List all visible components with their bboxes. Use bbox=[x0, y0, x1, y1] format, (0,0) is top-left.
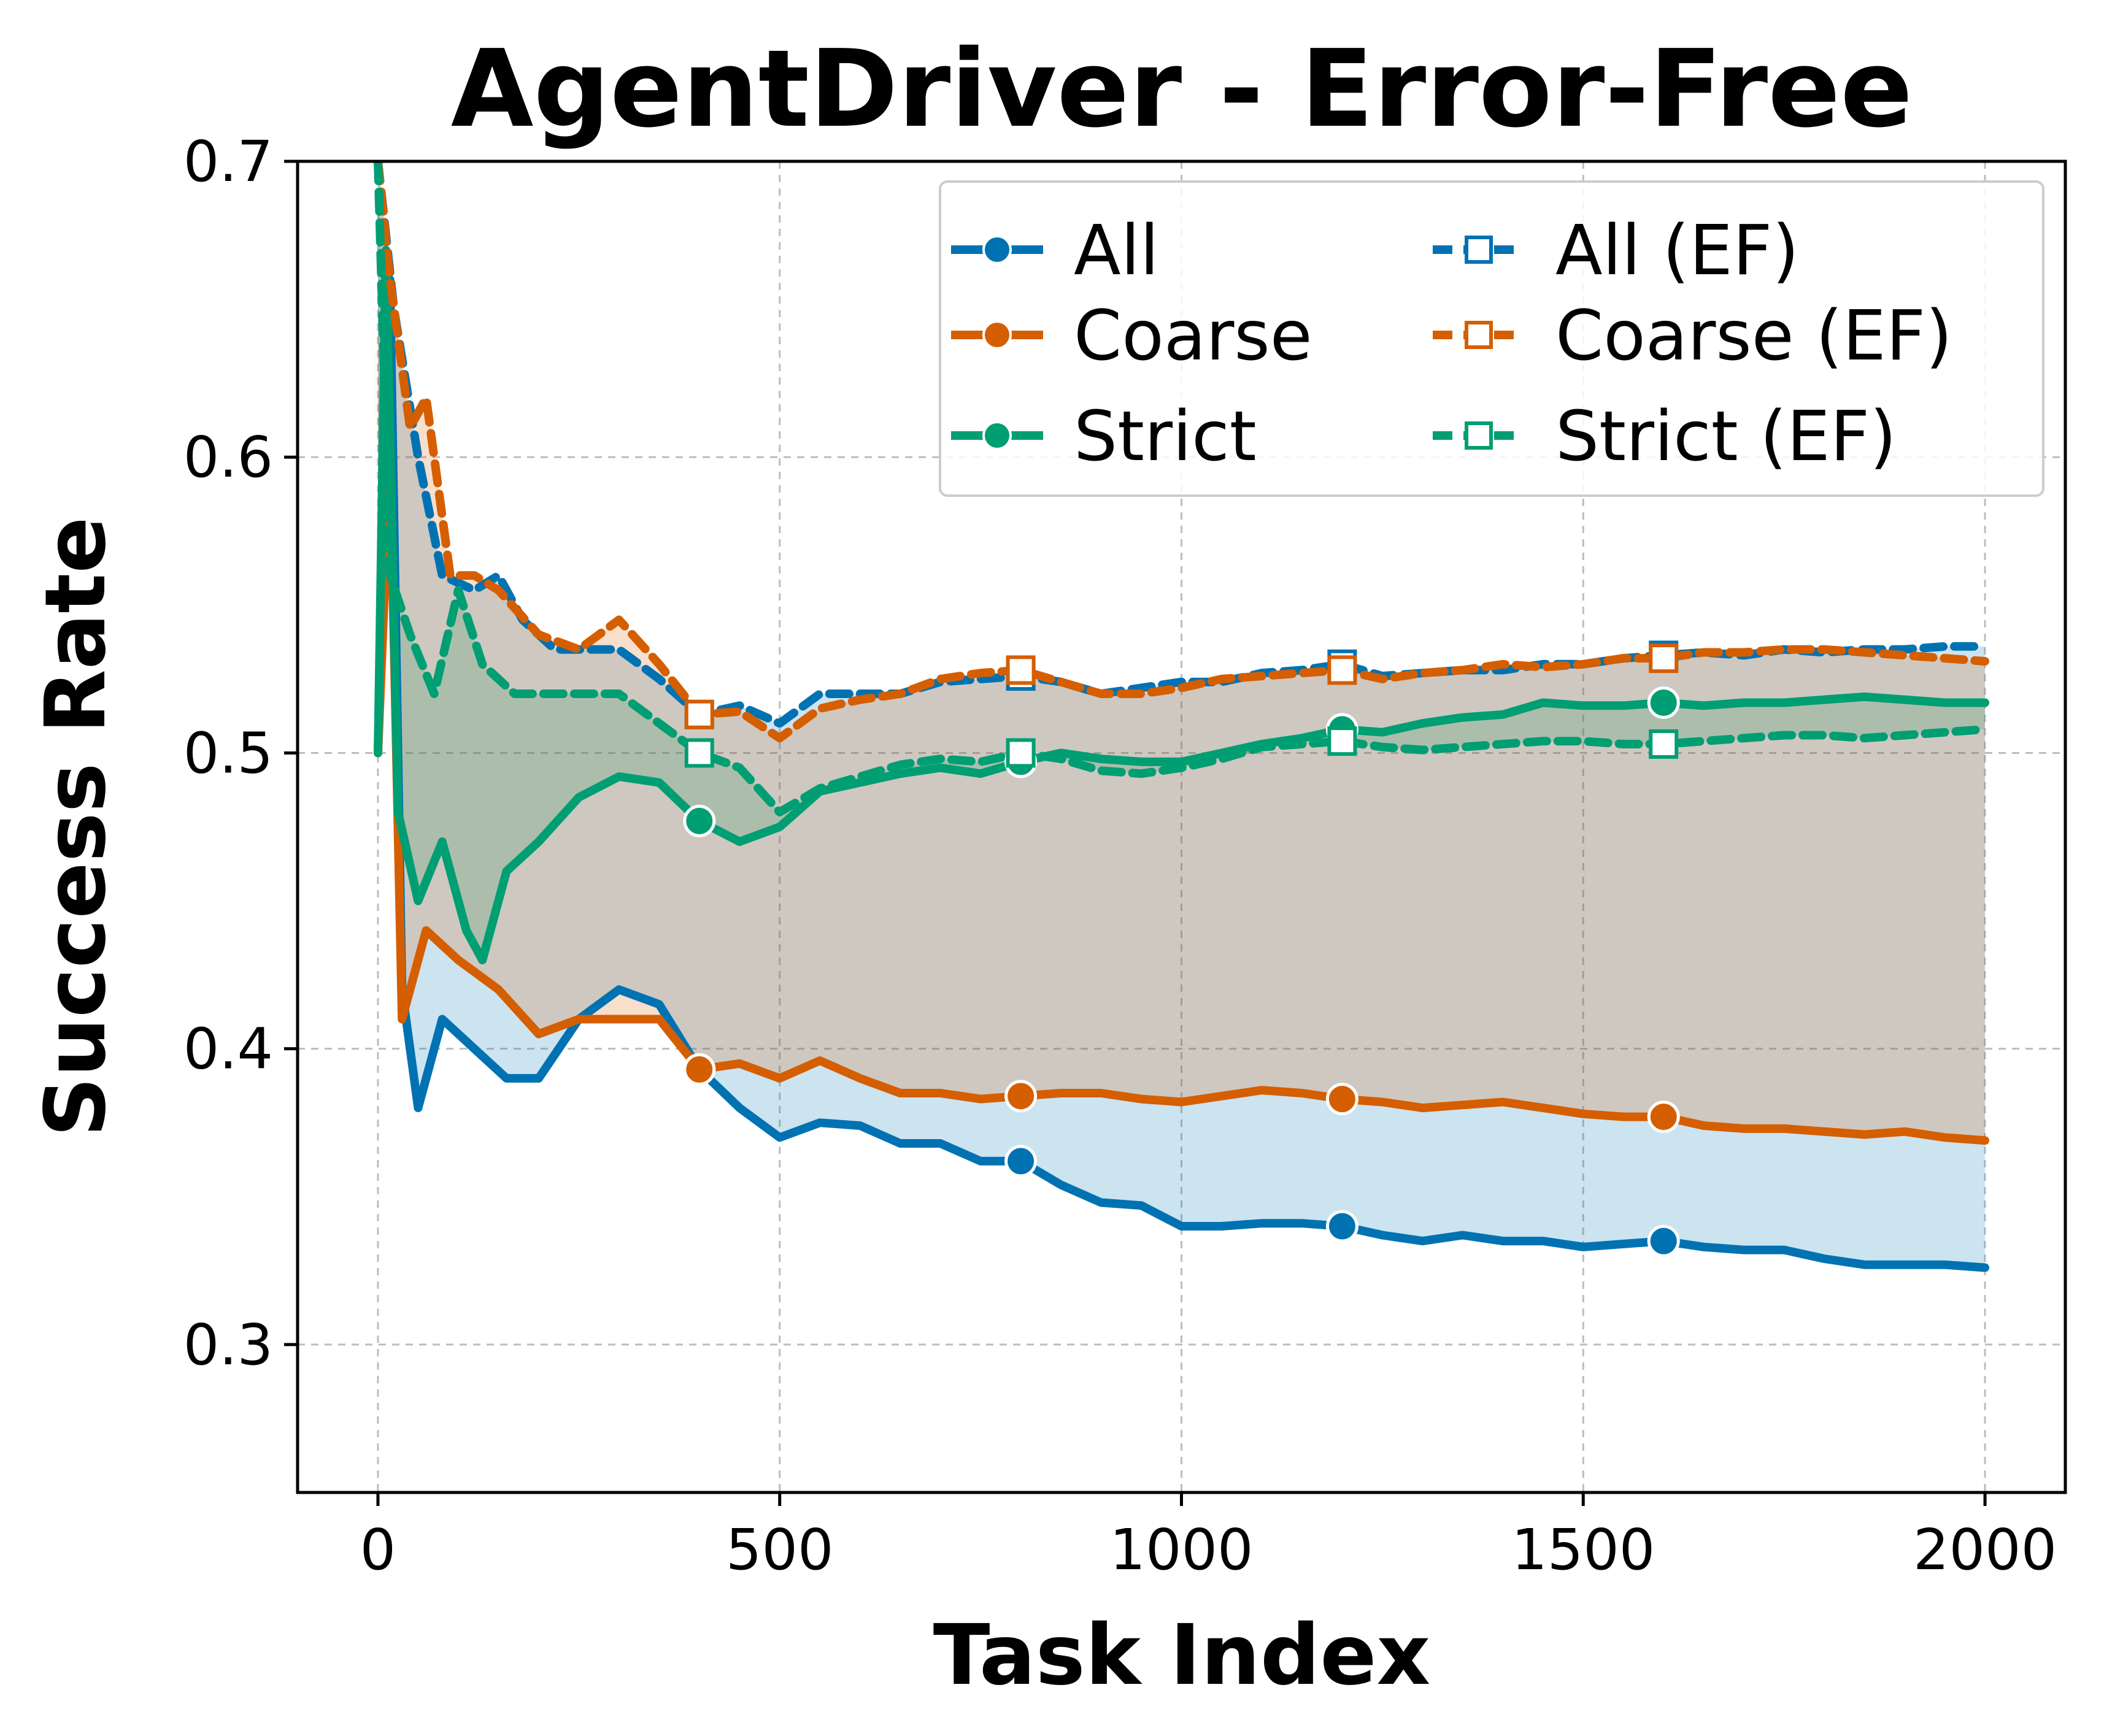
band-fills bbox=[378, 161, 1985, 1268]
band-coarse bbox=[378, 161, 1985, 1141]
x-tick-label: 500 bbox=[726, 1517, 834, 1583]
data-point bbox=[1649, 729, 1679, 759]
series-line bbox=[374, 245, 1989, 964]
x-tick-label: 1500 bbox=[1511, 1517, 1655, 1583]
y-axis-label: Success Rate bbox=[28, 517, 125, 1137]
data-point bbox=[1004, 1080, 1038, 1113]
legend-marker bbox=[1465, 236, 1493, 264]
legend-marker bbox=[982, 320, 1012, 350]
x-axis-label: Task Index bbox=[933, 1607, 1431, 1704]
legend-label: All bbox=[1074, 211, 1159, 291]
data-point bbox=[1647, 1100, 1680, 1134]
series-line bbox=[374, 275, 1989, 1272]
data-point bbox=[1327, 655, 1357, 685]
legend-marker bbox=[1465, 421, 1493, 450]
legend-label: All (EF) bbox=[1555, 211, 1799, 291]
data-point bbox=[683, 804, 716, 837]
series-line bbox=[374, 453, 1989, 1145]
series-markers bbox=[683, 640, 1680, 1258]
x-tick-label: 0 bbox=[360, 1517, 396, 1583]
y-tick-label: 0.7 bbox=[183, 129, 273, 194]
data-point bbox=[1006, 655, 1036, 685]
data-point bbox=[1647, 686, 1680, 719]
data-point bbox=[683, 1053, 716, 1086]
data-point bbox=[1327, 726, 1357, 756]
x-tick-label: 1000 bbox=[1109, 1517, 1253, 1583]
data-point bbox=[1647, 1224, 1680, 1258]
legend-marker bbox=[982, 421, 1012, 450]
y-tick-label: 0.3 bbox=[183, 1312, 273, 1378]
series-line bbox=[374, 161, 1989, 816]
data-point bbox=[1004, 1145, 1038, 1178]
y-tick-label: 0.6 bbox=[183, 424, 273, 490]
chart-title: AgentDriver - Error-Free bbox=[451, 27, 1913, 152]
y-tick-label: 0.5 bbox=[183, 720, 273, 786]
legend-marker bbox=[1465, 321, 1493, 349]
legend-label: Coarse bbox=[1074, 296, 1312, 376]
legend-label: Strict (EF) bbox=[1555, 397, 1897, 477]
data-point bbox=[1325, 1083, 1358, 1116]
data-point bbox=[1006, 738, 1036, 768]
axis-ticks: 0 500 1000 1500 2000 0.3 0.4 0.5 0.6 0.7 bbox=[183, 129, 2057, 1583]
x-tick-label: 2000 bbox=[1913, 1517, 2057, 1583]
legend-label: Strict bbox=[1074, 397, 1257, 477]
y-tick-label: 0.4 bbox=[183, 1016, 273, 1082]
legend-label: Coarse (EF) bbox=[1555, 296, 1952, 376]
data-point bbox=[684, 699, 714, 729]
series-line bbox=[374, 161, 1989, 743]
data-point bbox=[684, 738, 714, 768]
data-point bbox=[1325, 1210, 1358, 1243]
series-lines bbox=[374, 161, 1989, 1272]
band-all bbox=[378, 161, 1985, 1268]
data-point bbox=[1649, 643, 1679, 674]
legend-marker bbox=[982, 235, 1012, 264]
